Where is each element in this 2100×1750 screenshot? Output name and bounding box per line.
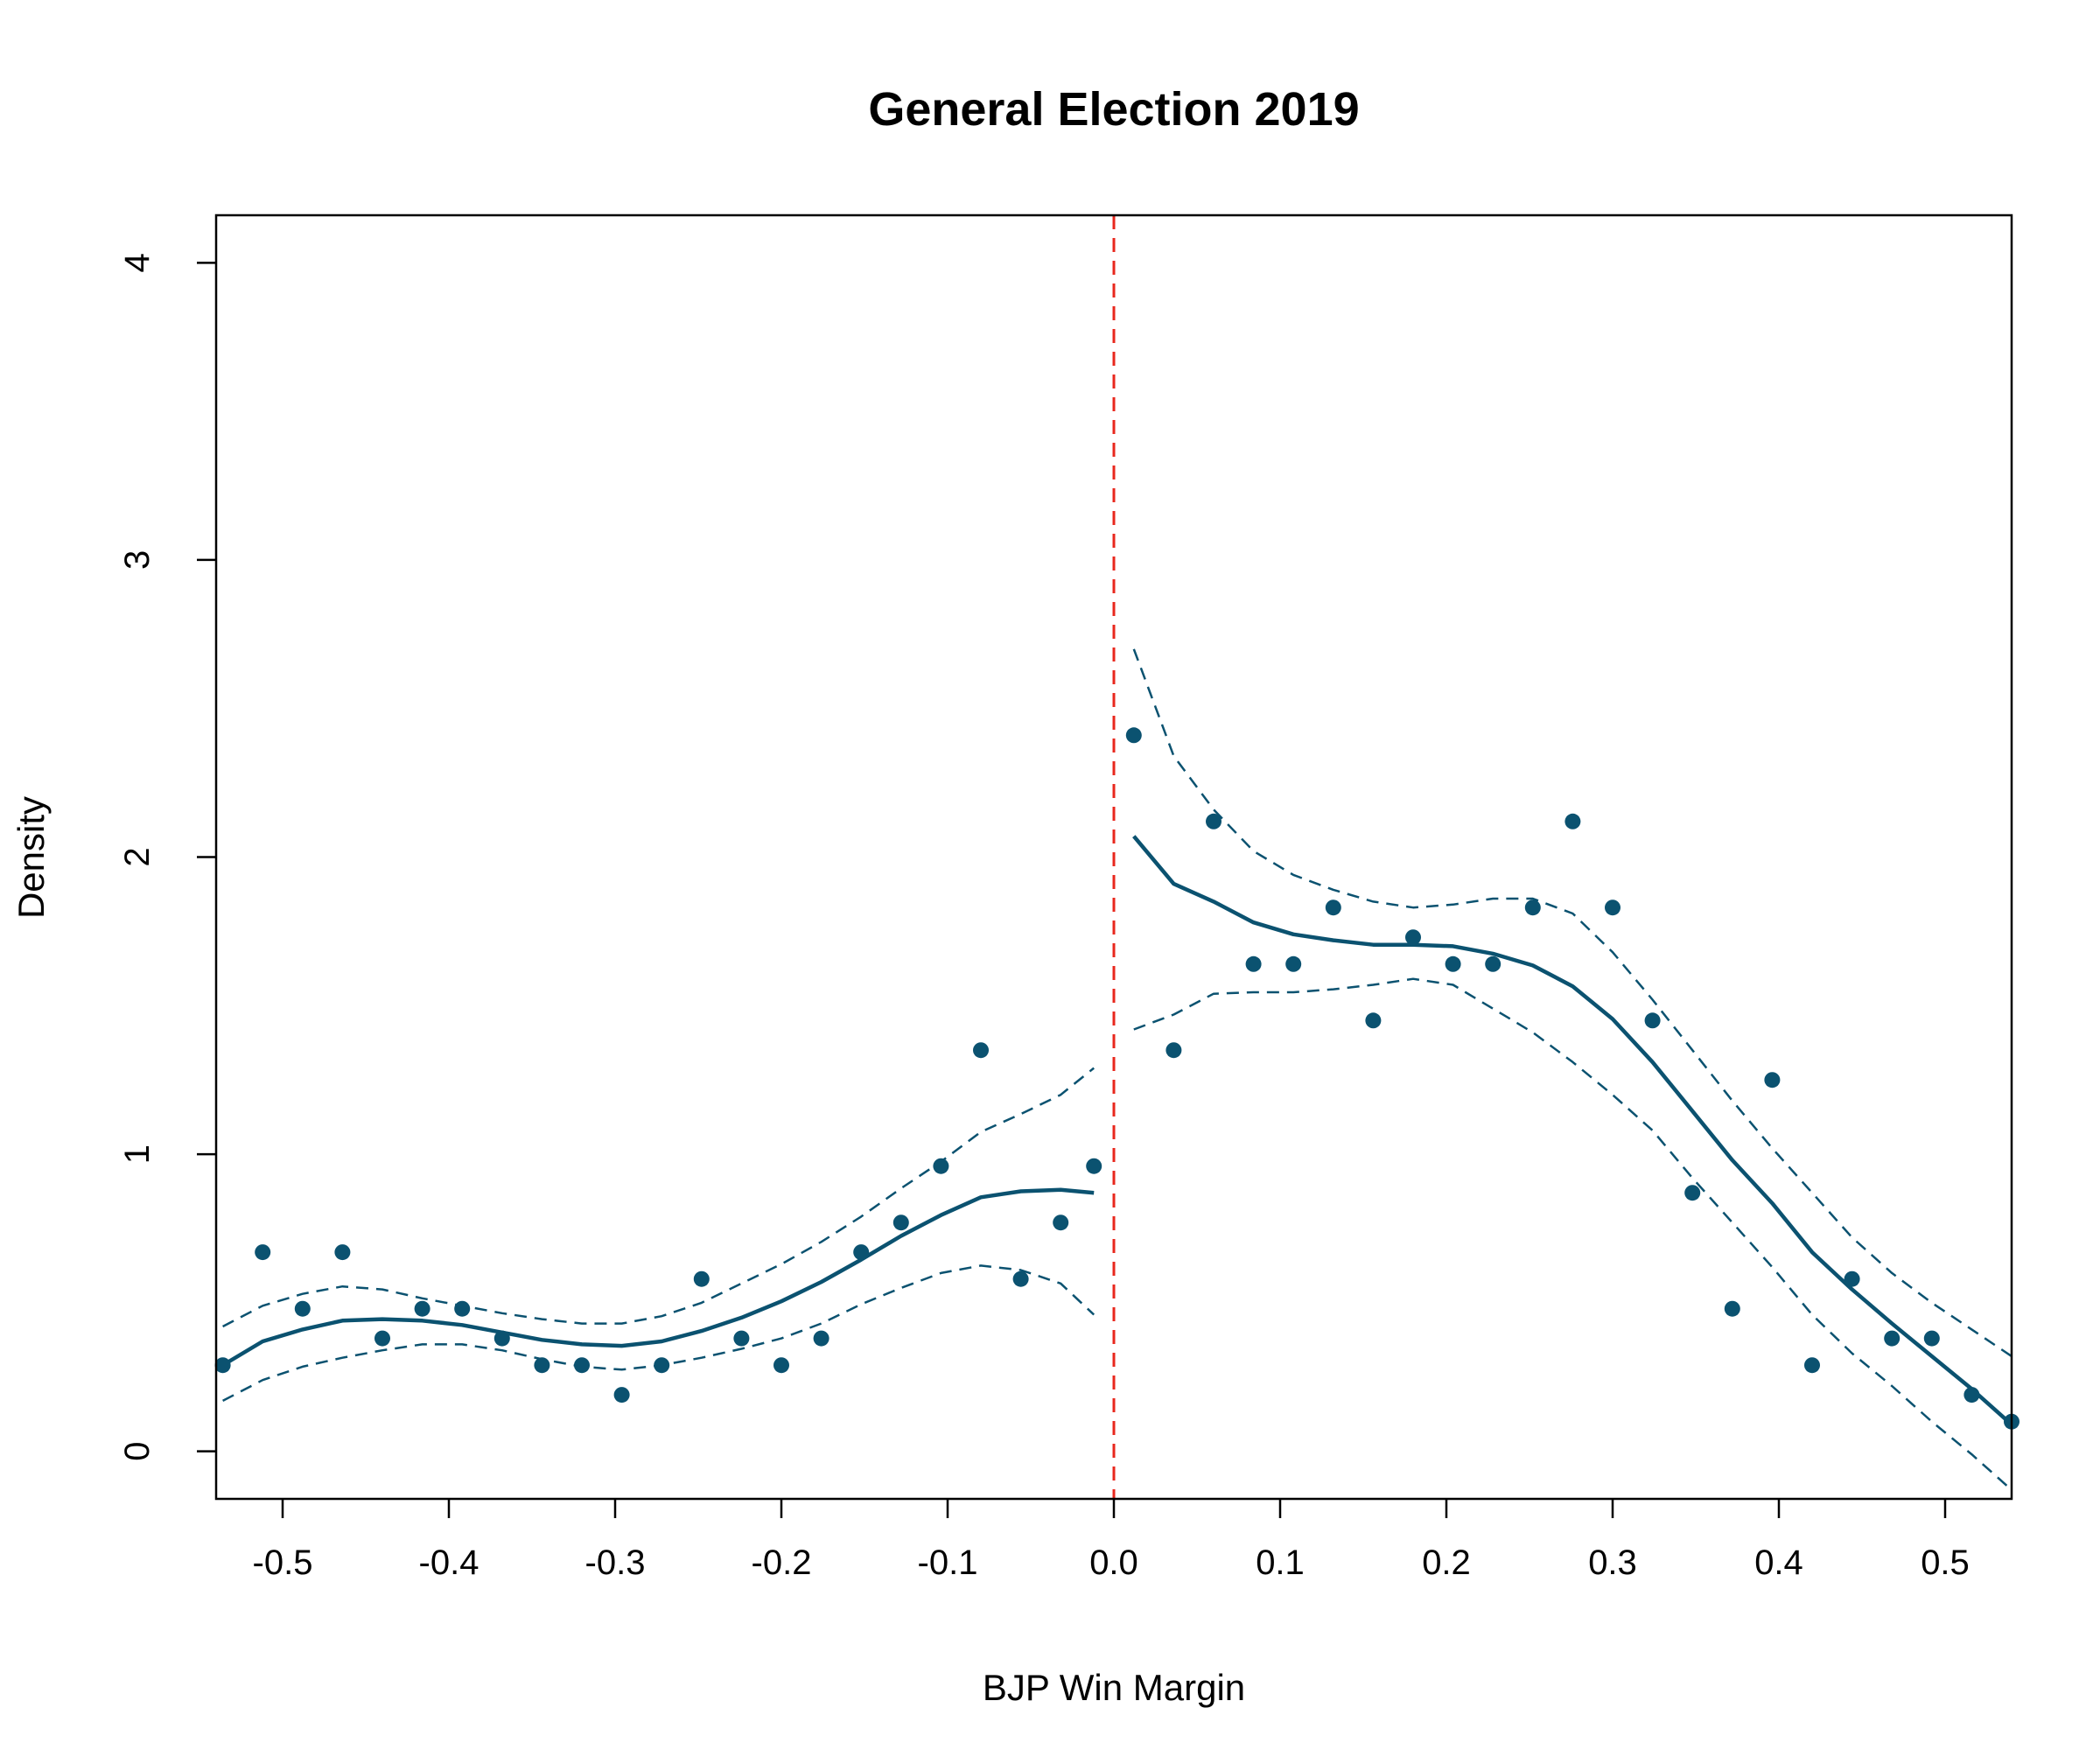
data-point: [374, 1330, 390, 1347]
data-point: [1245, 956, 1262, 972]
data-point: [534, 1357, 550, 1374]
data-point: [1884, 1330, 1900, 1347]
data-point: [1086, 1158, 1102, 1174]
data-point: [813, 1330, 830, 1347]
y-tick-label: 0: [118, 1442, 157, 1461]
data-point: [733, 1330, 750, 1347]
data-point: [693, 1270, 710, 1287]
data-point: [1445, 956, 1461, 972]
data-point: [654, 1357, 670, 1374]
x-axis: -0.5 -0.4 -0.3 -0.2 -0.1 0.0 0.1 0.2 0.3 0.4 0.5: [253, 1499, 1970, 1582]
plot-area: [214, 215, 2020, 1499]
data-point: [1365, 1012, 1382, 1029]
y-tick-label: 3: [118, 550, 157, 570]
x-tick-label: -0.2: [752, 1544, 812, 1582]
data-point: [1605, 900, 1620, 916]
data-point: [255, 1244, 271, 1261]
data-point: [574, 1357, 590, 1374]
ci-lower-left: [222, 1264, 1096, 1403]
x-tick-label: 0.5: [1921, 1544, 1970, 1582]
ci-lower-right: [1133, 977, 2012, 1491]
data-point: [1166, 1042, 1182, 1059]
data-point: [1125, 727, 1142, 744]
data-point: [1325, 900, 1341, 916]
data-point: [1405, 929, 1421, 946]
data-point: [973, 1042, 989, 1059]
data-point: [1206, 813, 1222, 830]
chart-title: General Election 2019: [868, 83, 1359, 136]
data-point: [1844, 1270, 1860, 1287]
data-point: [1485, 956, 1502, 972]
data-point: [454, 1300, 471, 1317]
data-point: [294, 1300, 311, 1317]
y-tick-label: 2: [118, 847, 157, 866]
x-tick-label: -0.4: [419, 1544, 480, 1582]
data-point: [494, 1330, 510, 1347]
x-tick-label: 0.0: [1089, 1544, 1138, 1582]
data-point: [853, 1244, 870, 1261]
y-axis-label: Density: [10, 796, 52, 919]
y-tick-label: 1: [118, 1144, 157, 1164]
data-point: [892, 1214, 909, 1231]
data-point: [1804, 1357, 1820, 1374]
data-point: [1684, 1185, 1701, 1201]
data-point: [414, 1300, 430, 1317]
x-tick-label: -0.3: [585, 1544, 646, 1582]
data-point: [933, 1158, 949, 1174]
data-point: [1524, 900, 1541, 916]
data-point: [1964, 1387, 1980, 1404]
data-point: [1923, 1330, 1940, 1347]
x-tick-label: 0.3: [1588, 1544, 1637, 1582]
x-tick-label: 0.1: [1256, 1544, 1305, 1582]
x-tick-label: -0.1: [918, 1544, 978, 1582]
fit-line-left: [221, 1187, 1095, 1368]
data-point: [1724, 1300, 1740, 1317]
x-tick-label: -0.5: [253, 1544, 313, 1582]
data-point: [1285, 956, 1302, 972]
y-axis: 0 1 2 3 4: [118, 253, 216, 1461]
data-point: [613, 1387, 630, 1404]
fit-line-right: [1132, 835, 2013, 1426]
data-point: [334, 1244, 351, 1261]
x-tick-label: 0.4: [1754, 1544, 1803, 1582]
y-tick-label: 4: [118, 253, 157, 272]
data-point: [774, 1357, 789, 1374]
data-point: [1012, 1270, 1029, 1287]
ci-upper-left: [222, 1067, 1095, 1328]
plot-frame: [214, 214, 2013, 1501]
data-point: [1564, 813, 1581, 830]
x-tick-label: 0.2: [1422, 1544, 1471, 1582]
data-point: [1644, 1012, 1661, 1029]
ci-upper-right: [1132, 648, 2012, 1358]
data-point: [1764, 1072, 1781, 1088]
data-point: [1053, 1214, 1069, 1231]
x-axis-label: BJP Win Margin: [983, 1667, 1245, 1708]
data-point: [214, 1357, 231, 1374]
